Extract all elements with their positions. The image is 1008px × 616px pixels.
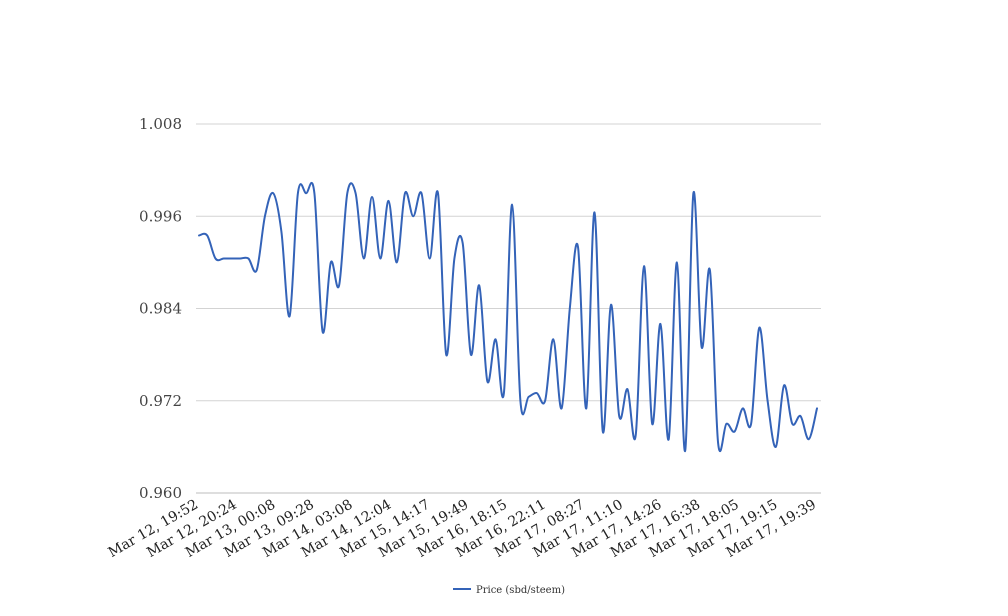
data-point	[362, 257, 365, 260]
data-point	[346, 192, 349, 195]
data-point	[412, 215, 415, 218]
data-point	[643, 265, 646, 268]
series-line	[198, 182, 818, 453]
data-point	[404, 192, 407, 195]
data-point	[816, 407, 819, 410]
data-points	[198, 192, 819, 453]
gridlines	[196, 123, 821, 494]
data-point	[585, 407, 588, 410]
data-point	[700, 345, 703, 348]
data-point	[750, 422, 753, 425]
y-tick-label: 0.960	[139, 484, 182, 502]
data-point	[198, 234, 201, 237]
data-point	[461, 242, 464, 245]
data-point	[428, 257, 431, 260]
data-point	[387, 199, 390, 202]
data-point	[511, 203, 514, 206]
data-point	[535, 392, 538, 395]
data-point	[675, 261, 678, 264]
data-point	[305, 192, 308, 195]
data-point	[395, 261, 398, 264]
data-point	[717, 442, 720, 445]
data-point	[321, 330, 324, 333]
data-point	[445, 353, 448, 356]
data-point	[618, 415, 621, 418]
data-point	[263, 215, 266, 218]
data-point	[568, 307, 571, 310]
data-point	[791, 422, 794, 425]
data-point	[774, 445, 777, 448]
data-point	[799, 415, 802, 418]
data-point	[239, 257, 242, 260]
data-point	[593, 211, 596, 214]
data-point	[296, 192, 299, 195]
legend: Price (sbd/steem)	[453, 585, 565, 596]
y-tick-label: 0.984	[139, 300, 182, 318]
data-point	[634, 434, 637, 437]
data-point	[313, 192, 316, 195]
data-point	[725, 422, 728, 425]
data-point	[502, 392, 505, 395]
y-tick-label: 1.008	[139, 115, 182, 133]
data-point	[206, 234, 209, 237]
data-point	[544, 399, 547, 402]
y-axis-ticks: 0.960 0.972 0.984 0.996 1.008	[139, 115, 182, 502]
y-tick-label: 0.972	[139, 392, 182, 410]
data-point	[708, 269, 711, 272]
data-point	[733, 430, 736, 433]
data-point	[601, 430, 604, 433]
data-point	[272, 192, 275, 195]
data-point	[247, 257, 250, 260]
data-point	[692, 192, 695, 195]
data-point	[469, 353, 472, 356]
data-point	[231, 257, 234, 260]
data-point	[560, 407, 563, 410]
data-point	[329, 261, 332, 264]
data-point	[610, 303, 613, 306]
data-point	[371, 196, 374, 199]
data-point	[420, 192, 423, 195]
data-point	[577, 246, 580, 249]
data-point	[222, 257, 225, 260]
data-point	[255, 269, 258, 272]
data-point	[453, 257, 456, 260]
data-point	[379, 257, 382, 260]
data-point	[684, 449, 687, 452]
y-tick-label: 0.996	[139, 207, 182, 225]
data-point	[552, 338, 555, 341]
data-point	[280, 230, 283, 233]
data-point	[659, 322, 662, 325]
data-point	[214, 257, 217, 260]
data-point	[651, 422, 654, 425]
data-point	[766, 399, 769, 402]
data-point	[478, 284, 481, 287]
data-point	[519, 399, 522, 402]
data-point	[437, 192, 440, 195]
legend-label: Price (sbd/steem)	[476, 585, 565, 596]
data-point	[626, 388, 629, 391]
data-point	[527, 395, 530, 398]
data-point	[288, 315, 291, 318]
data-point	[486, 380, 489, 383]
data-point	[741, 407, 744, 410]
data-point	[667, 438, 670, 441]
data-point	[807, 438, 810, 441]
data-point	[494, 338, 497, 341]
data-point	[354, 192, 357, 195]
data-point	[338, 284, 341, 287]
data-point	[758, 326, 761, 329]
data-point	[783, 384, 786, 387]
